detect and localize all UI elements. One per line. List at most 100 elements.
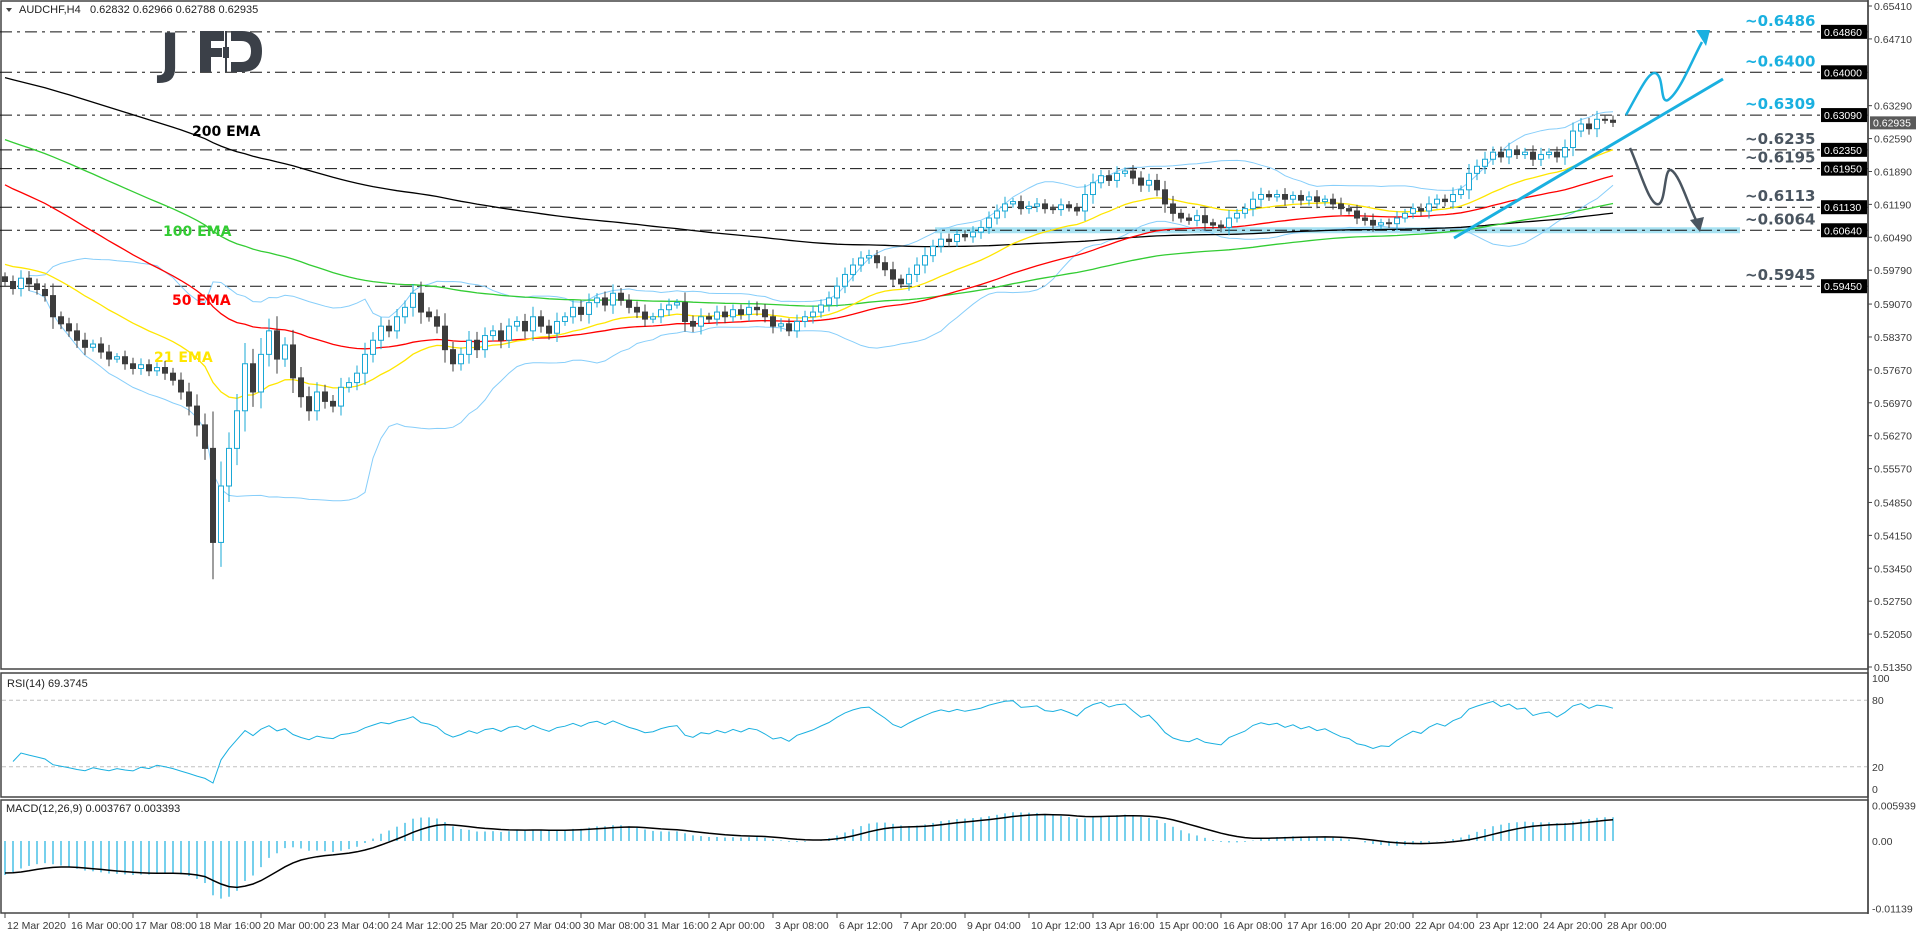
time-tick-label: 7 Apr 20:00: [903, 920, 957, 932]
candle-body: [1018, 201, 1024, 210]
candle-body: [802, 316, 808, 322]
candle: [322, 384, 328, 409]
candle-body: [1250, 198, 1256, 210]
level-label: ~0.6309: [1745, 95, 1815, 113]
candle: [746, 300, 752, 322]
candle: [1386, 218, 1392, 228]
candle: [1466, 164, 1472, 200]
candle-body: [1146, 179, 1152, 186]
candle-body: [234, 410, 240, 449]
candle-body: [738, 309, 744, 315]
candle: [26, 271, 32, 291]
candle-body: [1042, 203, 1048, 210]
candle-body: [466, 339, 472, 355]
candle: [1026, 201, 1032, 214]
candle: [186, 382, 192, 416]
rsi-tick-label: 0: [1872, 784, 1878, 796]
candle-body: [586, 302, 592, 315]
macd-tick-label: 0.005939: [1872, 801, 1916, 813]
time-tick-label: 24 Apr 20:00: [1543, 920, 1603, 932]
candle-body: [794, 320, 800, 332]
level-price-box: [1821, 142, 1867, 157]
candle-body: [906, 273, 912, 285]
price-tick-label: 0.56970: [1874, 398, 1912, 410]
price-tick-label: 0.59790: [1874, 265, 1912, 277]
candle-body: [482, 335, 488, 351]
time-tick-label: 23 Mar 04:00: [327, 920, 389, 932]
candle-body: [1354, 210, 1360, 219]
candle: [178, 372, 184, 400]
candle-body: [2, 276, 8, 282]
candle-body: [610, 292, 616, 306]
time-tick-label: 24 Mar 12:00: [391, 920, 453, 932]
candle-body: [1466, 172, 1472, 191]
arrow-head-down-icon: [1690, 217, 1704, 232]
price-tick-label: 0.61890: [1874, 166, 1912, 178]
candle: [338, 377, 344, 416]
candle: [898, 274, 904, 289]
candle: [922, 247, 928, 274]
time-tick-label: 30 Mar 08:00: [583, 920, 645, 932]
price-tick-label: 0.52050: [1874, 629, 1912, 641]
ema-21-label: 21 EMA: [154, 350, 213, 366]
candle-body: [146, 364, 152, 372]
candle-body: [970, 231, 976, 238]
candle: [602, 291, 608, 312]
ohlc-readout: 0.62832 0.62966 0.62788 0.62935: [90, 4, 258, 16]
candle-body: [490, 330, 496, 337]
candle-body: [130, 363, 136, 369]
candle: [794, 314, 800, 338]
price-tick-label: 0.54150: [1874, 530, 1912, 542]
time-tick-label: 16 Mar 00:00: [71, 920, 133, 932]
candle: [1274, 189, 1280, 202]
candle-body: [1602, 118, 1608, 121]
candle: [1034, 198, 1040, 213]
collapse-triangle-icon[interactable]: [6, 8, 12, 12]
candle: [450, 341, 456, 372]
candle-body: [1066, 204, 1072, 209]
candle: [1354, 204, 1360, 225]
candle-body: [930, 245, 936, 257]
candle: [346, 377, 352, 393]
candle: [1282, 188, 1288, 206]
candle-body: [746, 306, 752, 315]
candle: [938, 232, 944, 253]
candle: [650, 312, 656, 324]
candle: [1266, 190, 1272, 201]
ema-50-label: 50 EMA: [172, 293, 231, 309]
price-tick-label: 0.62590: [1874, 134, 1912, 146]
candle: [170, 367, 176, 386]
axis-background: [1869, 0, 1916, 936]
candle-body: [530, 316, 536, 332]
candle-body: [458, 353, 464, 365]
rsi-line: [12, 700, 1614, 784]
candle: [810, 305, 816, 324]
candle: [1098, 170, 1104, 189]
candle-body: [1306, 196, 1312, 201]
candle-body: [50, 295, 56, 318]
level-label: ~0.6113: [1745, 187, 1815, 205]
candle-body: [1178, 212, 1184, 219]
candle-body: [714, 311, 720, 320]
time-tick-label: 18 Mar 16:00: [199, 920, 261, 932]
candle-body: [1570, 130, 1576, 149]
candle: [1322, 195, 1328, 206]
level-label: ~0.6400: [1745, 52, 1815, 70]
candle-body: [1242, 208, 1248, 214]
candle-body: [1562, 147, 1568, 158]
candle: [1362, 212, 1368, 226]
candle: [1146, 173, 1152, 192]
candle-body: [58, 316, 64, 325]
price-tick-label: 0.57670: [1874, 365, 1912, 377]
candle-body: [954, 233, 960, 243]
level-label: ~0.6486: [1745, 12, 1815, 30]
candle-body: [1186, 217, 1192, 221]
candle: [818, 299, 824, 318]
candle-body: [106, 351, 112, 360]
candle: [1514, 145, 1520, 160]
candle-body: [1210, 222, 1216, 226]
candle-body: [650, 316, 656, 320]
macd-plot: [4, 812, 1614, 899]
time-tick-label: 3 Apr 08:00: [775, 920, 829, 932]
